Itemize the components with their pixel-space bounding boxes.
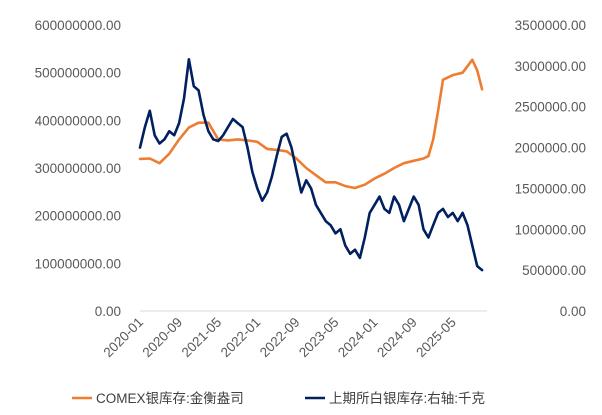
x-tick-label: 2024-01 <box>335 315 381 361</box>
x-tick-label: 2022-09 <box>257 315 303 361</box>
x-tick-label: 2020-01 <box>100 315 146 361</box>
series-layer <box>138 57 484 272</box>
y-left-tick-label: 500000000.00 <box>35 66 121 81</box>
y-left-tick-label: 400000000.00 <box>35 113 121 128</box>
y-right-tick-label: 3000000.00 <box>515 59 586 74</box>
y-right-tick-label: 3500000.00 <box>515 18 586 33</box>
y-right-tick-label: 0.00 <box>560 304 586 319</box>
y-right-tick-label: 2500000.00 <box>515 100 586 115</box>
x-tick-label: 2021-05 <box>179 315 225 361</box>
y-left-tick-label: 600000000.00 <box>35 18 121 33</box>
y-right-tick-label: 1000000.00 <box>515 222 586 237</box>
legend-label: COMEX银库存:金衡盎司 <box>96 391 244 406</box>
shfe-silver-line <box>138 57 484 272</box>
legend-label: 上期所白银库存:右轴:千克 <box>329 391 485 406</box>
y-left-tick-label: 0.00 <box>95 304 121 319</box>
x-tick-label: 2023-05 <box>296 315 342 361</box>
y-left-tick-label: 200000000.00 <box>35 209 121 224</box>
comex-silver-line <box>138 58 484 190</box>
x-tick-label: 2024-09 <box>374 315 420 361</box>
y-left-tick-label: 100000000.00 <box>35 256 121 271</box>
y-right-tick-label: 1500000.00 <box>515 181 586 196</box>
legend: COMEX银库存:金衡盎司 上期所白银库存:右轴:千克 <box>72 391 485 406</box>
y-right-tick-label: 500000.00 <box>522 263 586 278</box>
x-tick-label: 2025-05 <box>413 315 459 361</box>
x-tick-label: 2022-01 <box>218 315 264 361</box>
y-left-tick-label: 300000000.00 <box>35 161 121 176</box>
y-right-tick-label: 2000000.00 <box>515 141 586 156</box>
x-tick-label: 2020-09 <box>140 315 186 361</box>
